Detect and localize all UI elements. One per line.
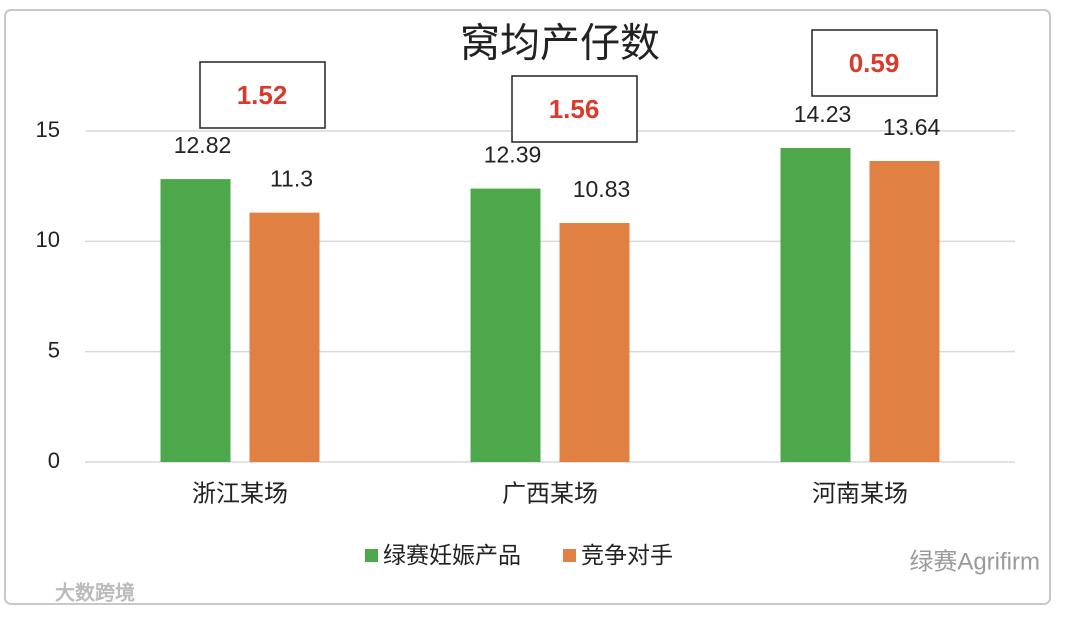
x-tick-label: 河南某场 [812,480,908,507]
y-tick-label: 5 [48,337,60,362]
annotation: 1.52 [237,80,288,110]
bar [869,161,940,462]
legend-swatch [563,549,576,562]
annotation-box [511,75,638,143]
value-label: 12.82 [174,132,232,158]
bar [559,223,630,462]
legend-swatch [365,549,378,562]
annotation-box [811,29,938,97]
value-label: 12.39 [484,142,542,168]
bar [470,188,541,462]
value-label: 11.3 [270,166,313,192]
value-label: 10.83 [573,176,631,202]
x-tick-label: 广西某场 [502,480,598,507]
value-label: 14.23 [794,101,852,127]
watermark: 绿赛Agrifirm [909,548,1040,575]
chart-title: 窝均产仔数 [460,22,660,66]
annotation: 0.59 [849,48,900,78]
annotation: 1.56 [549,94,600,124]
bar [160,179,231,462]
bar [249,212,320,462]
legend-label: 绿赛妊娠产品 [383,542,521,568]
legend-label: 竞争对手 [581,542,673,568]
watermark: 大数跨境 [55,580,135,604]
y-tick-label: 10 [36,227,60,252]
y-tick-label: 15 [36,117,60,142]
y-tick-label: 0 [48,448,60,473]
annotation-box [199,61,326,129]
bar [780,147,851,462]
value-label: 13.64 [883,114,941,140]
x-tick-label: 浙江某场 [192,480,288,507]
